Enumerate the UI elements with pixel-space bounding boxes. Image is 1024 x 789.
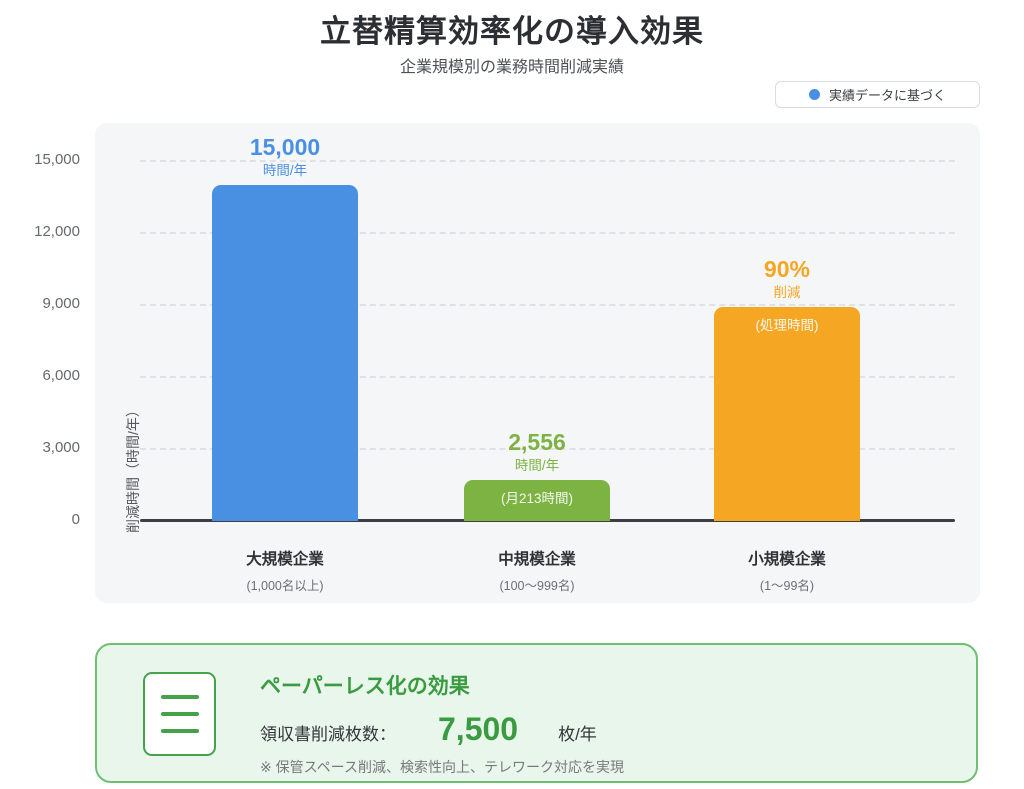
- bar-group-medium-company: 2,556 時間/年 (月213時間) 中規模企業 (100〜999名): [464, 123, 610, 603]
- gridline: [140, 304, 955, 306]
- metric-unit: 枚/年: [558, 725, 597, 744]
- category-name: 小規模企業: [748, 551, 826, 568]
- icon-line: [160, 729, 199, 733]
- category-name: 中規模企業: [498, 551, 576, 568]
- metric-value: 7,500: [438, 711, 519, 747]
- page-subtitle: 企業規模別の業務時間削減実績: [399, 59, 624, 76]
- y-tick-label: 6,000: [42, 367, 80, 384]
- y-tick-label: 3,000: [42, 439, 80, 456]
- y-tick-label: 12,000: [34, 223, 80, 240]
- legend-dot-icon: [808, 89, 820, 100]
- bar-small-company[interactable]: (処理時間): [714, 307, 860, 521]
- x-category-label: 大規模企業 (1,000名以上): [170, 547, 400, 594]
- gridline: [140, 232, 955, 234]
- bar-value: 2,556: [508, 429, 566, 456]
- bar-unit: 時間/年: [262, 163, 308, 179]
- document-lines-icon: [143, 672, 216, 756]
- paperless-effect-content: ペーパーレス化の効果 領収書削減枚数： 7,500 枚/年 ※ 保管スペース削減…: [260, 670, 956, 777]
- x-category-label: 中規模企業 (100〜999名): [422, 547, 652, 594]
- legend-label: 実績データに基づく: [828, 88, 946, 103]
- bar-value: 90%: [763, 256, 811, 283]
- y-tick-label: 0: [71, 511, 80, 528]
- y-axis-title: 削減時間（時間/年）: [125, 403, 141, 533]
- category-size: (1〜99名): [759, 579, 815, 593]
- bar-group-small-company: 90% 削減 (処理時間) 小規模企業 (1〜99名): [714, 123, 860, 603]
- metric-label: 領収書削減枚数：: [260, 725, 396, 744]
- card-title: ペーパーレス化の効果: [260, 675, 470, 698]
- bar-large-company[interactable]: [212, 185, 358, 521]
- paperless-effect-card: ペーパーレス化の効果 領収書削減枚数： 7,500 枚/年 ※ 保管スペース削減…: [95, 643, 978, 783]
- bar-inner-label: (月213時間): [500, 491, 573, 506]
- bar-chart: 削減時間（時間/年） 15,000 12,000 9,000 6,000 3,0…: [34, 123, 980, 603]
- category-name: 大規模企業: [246, 551, 324, 568]
- y-tick-label: 9,000: [42, 295, 80, 312]
- page-title: 立替精算効率化の導入効果: [320, 14, 704, 49]
- card-note: ※ 保管スペース削減、検索性向上、テレワーク対応を実現: [260, 759, 624, 775]
- legend-badge: 実績データに基づく: [775, 81, 980, 108]
- icon-line: [160, 712, 199, 716]
- gridline: [140, 448, 955, 450]
- bar-unit: 時間/年: [514, 458, 560, 474]
- icon-line: [160, 695, 199, 699]
- x-category-label: 小規模企業 (1〜99名): [672, 547, 902, 594]
- y-tick-label: 15,000: [34, 151, 80, 168]
- category-size: (1,000名以上): [246, 579, 324, 593]
- category-size: (100〜999名): [499, 579, 575, 593]
- receipt-reduction-metric: 領収書削減枚数： 7,500 枚/年: [260, 711, 956, 748]
- gridline: [140, 376, 955, 378]
- gridline: [140, 160, 955, 162]
- bar-medium-company[interactable]: (月213時間): [464, 480, 610, 521]
- bar-inner-label: (処理時間): [755, 318, 819, 333]
- bar-value-label: 90% 削減: [677, 256, 897, 301]
- bar-value: 15,000: [249, 134, 321, 161]
- bar-unit: 削減: [773, 285, 801, 301]
- bar-group-large-company: 15,000 時間/年 大規模企業 (1,000名以上): [212, 123, 358, 603]
- bar-value-label: 2,556 時間/年: [427, 429, 647, 474]
- bar-value-label: 15,000 時間/年: [175, 134, 395, 179]
